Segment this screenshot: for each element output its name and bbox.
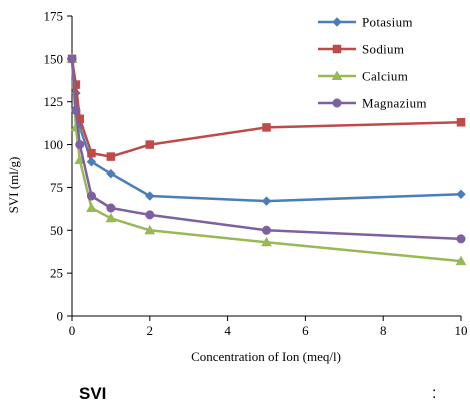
data-point-magnazium (86, 191, 96, 201)
caption-label: SVI (79, 384, 106, 403)
x-tick-label: 2 (147, 323, 154, 338)
data-point-magnazium (145, 210, 155, 220)
data-point-magnazium (67, 54, 77, 64)
series-line-calcium (70, 58, 462, 263)
data-point-sodium (106, 152, 116, 161)
y-tick-label: 0 (57, 309, 64, 324)
data-point-sodium (87, 148, 96, 158)
y-tick-label: 100 (44, 137, 64, 152)
data-point-calcium (86, 202, 97, 212)
series-calcium (66, 53, 467, 266)
series-line-sodium (70, 58, 462, 158)
legend-label: Magnazium (362, 96, 427, 111)
data-point-potasium (261, 196, 272, 206)
legend-item-magnazium: Magnazium (318, 96, 427, 111)
legend-swatch-marker (332, 44, 342, 54)
x-tick-label: 10 (455, 323, 468, 338)
legend-item-calcium: Calcium (318, 69, 408, 84)
y-axis-ticks: 0 25 50 75 100 125 150 175 (44, 9, 72, 324)
y-tick-label: 125 (44, 94, 64, 109)
legend-item-potasium: Potasium (318, 15, 413, 30)
legend-item-sodium: Sodium (318, 42, 404, 57)
legend-label: Sodium (362, 42, 404, 57)
x-axis-title: Concentration of Ion (meq/l) (191, 349, 341, 364)
legend-label: Potasium (362, 15, 413, 30)
y-tick-label: 150 (44, 51, 64, 66)
data-point-calcium (261, 236, 272, 247)
series-magnazium (67, 54, 466, 244)
data-point-magnazium (106, 203, 116, 213)
y-tick-label: 25 (50, 266, 63, 281)
y-tick-label: 175 (44, 9, 64, 24)
x-axis-ticks: 0 2 4 6 8 10 (69, 316, 468, 338)
data-point-magnazium (75, 140, 85, 150)
legend-swatch-marker (332, 98, 342, 108)
legend-swatch-marker (331, 70, 343, 80)
data-point-sodium (145, 140, 155, 149)
y-axis-title: SVI (ml/g) (6, 157, 21, 214)
data-point-potasium (144, 191, 155, 201)
data-point-magnazium (456, 234, 466, 244)
data-point-magnazium (261, 225, 272, 235)
data-point-calcium (455, 255, 467, 266)
x-tick-label: 4 (224, 323, 231, 338)
chart-legend: Potasium Sodium Calcium Magnazium (318, 15, 427, 111)
data-point-potasium (456, 189, 466, 200)
y-tick-label: 50 (50, 223, 63, 238)
y-tick-label: 75 (50, 180, 63, 195)
data-point-calcium (144, 224, 156, 235)
caption-colon: : (432, 385, 436, 402)
data-point-magnazium (71, 105, 81, 115)
chart-axes (71, 16, 461, 317)
legend-swatch-marker (332, 17, 342, 27)
x-tick-label: 8 (380, 323, 387, 338)
data-point-sodium (71, 80, 81, 89)
data-point-sodium (262, 123, 271, 132)
data-point-sodium (456, 118, 466, 127)
legend-label: Calcium (362, 69, 408, 84)
x-tick-label: 6 (302, 323, 309, 338)
x-tick-label: 0 (69, 323, 76, 338)
chart-series (66, 53, 467, 266)
data-point-calcium (105, 212, 117, 223)
data-point-potasium (106, 168, 116, 179)
data-point-potasium (86, 156, 97, 167)
series-line-magnazium (70, 58, 462, 241)
